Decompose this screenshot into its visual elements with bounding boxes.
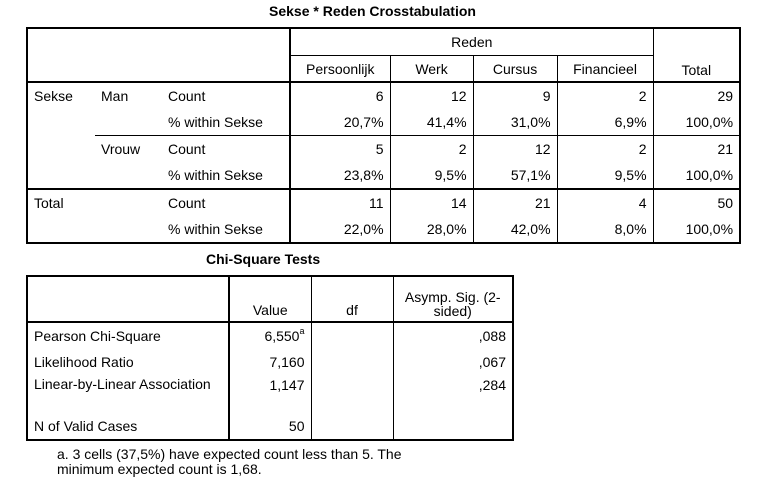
test-sig: ,067: [392, 349, 513, 375]
test-df: [310, 413, 393, 440]
table-cell: 4: [556, 188, 654, 216]
crosstab-table: Reden Total Persoonlijk Werk Cursus Fina…: [26, 27, 742, 244]
table-cell: 9,5%: [389, 162, 474, 189]
chisq-table: Value df Asymp. Sig. (2-sided) Pearson C…: [26, 275, 514, 441]
footnote-marker: a: [299, 326, 305, 336]
test-sig: ,284: [392, 375, 513, 413]
table-cell-total: 100,0%: [652, 109, 741, 136]
table-cell: 23,8%: [289, 162, 391, 189]
group-header: Reden: [289, 28, 654, 56]
row-variable-label: Sekse: [27, 81, 95, 189]
table-cell: 41,4%: [389, 109, 474, 136]
test-value: 50: [228, 413, 311, 440]
table-cell: 31,0%: [472, 109, 558, 136]
total-row-label: Total: [27, 188, 162, 216]
table-cell: 20,7%: [289, 109, 391, 136]
crosstab-title: Sekse * Reden Crosstabulation: [269, 3, 476, 19]
table-cell: 28,0%: [389, 216, 474, 243]
table-cell: 8,0%: [556, 216, 654, 243]
stat-label: Count: [162, 188, 291, 216]
test-label: Pearson Chi-Square: [27, 321, 229, 349]
table-cell: 6,9%: [556, 109, 654, 136]
table-cell: 2: [389, 135, 474, 162]
table-cell-total: 50: [652, 188, 741, 216]
row-group-label: [95, 109, 162, 136]
column-header-df: df: [310, 276, 393, 322]
table-cell: 57,1%: [472, 162, 558, 189]
corner-cell: [27, 28, 290, 82]
test-label: Likelihood Ratio: [34, 354, 134, 370]
footnote: a. 3 cells (37,5%) have expected count l…: [57, 446, 402, 477]
table-cell: 11: [289, 188, 391, 216]
table-cell: 2: [556, 81, 654, 109]
table-cell: 22,0%: [289, 216, 391, 243]
column-header: Financieel: [556, 55, 654, 82]
column-header: Persoonlijk: [289, 55, 391, 82]
column-header: Cursus: [472, 55, 558, 82]
table-cell: 5: [289, 135, 391, 162]
table-cell: 9,5%: [556, 162, 654, 189]
table-cell: 12: [472, 135, 558, 162]
table-cell: 6: [289, 81, 391, 109]
table-cell-total: 29: [652, 81, 741, 109]
test-df: [310, 349, 393, 375]
test-sig: ,088: [392, 321, 513, 349]
table-cell-total: 100,0%: [652, 216, 741, 243]
test-value: 6,550a: [228, 321, 311, 349]
table-cell-total: 21: [652, 135, 741, 162]
test-label: N of Valid Cases: [34, 418, 138, 434]
stat-label: % within Sekse: [168, 221, 263, 237]
stat-label: % within Sekse: [168, 114, 263, 130]
test-label: Linear-by-Linear Association: [34, 376, 211, 392]
table-cell: 21: [472, 188, 558, 216]
corner-cell: [27, 276, 229, 322]
total-row-label: [27, 216, 162, 243]
test-df: [310, 321, 393, 349]
stat-label: Count: [162, 135, 291, 162]
row-group-label: Vrouw: [95, 135, 162, 162]
stat-label: % within Sekse: [168, 167, 263, 183]
test-df: [310, 375, 393, 413]
column-header-value: Value: [228, 276, 311, 322]
test-value: 1,147: [228, 375, 311, 413]
chisq-title: Chi-Square Tests: [206, 251, 321, 267]
row-group-label: Man: [95, 81, 162, 109]
table-cell: 9: [472, 81, 558, 109]
column-header: Werk: [389, 55, 474, 82]
table-cell: 14: [389, 188, 474, 216]
test-value: 7,160: [228, 349, 311, 375]
table-cell: 2: [556, 135, 654, 162]
stat-label: Count: [162, 81, 291, 109]
column-header-sig: Asymp. Sig. (2-sided): [392, 276, 513, 322]
row-group-label: [95, 162, 162, 189]
table-cell: 42,0%: [472, 216, 558, 243]
test-sig: [392, 413, 513, 440]
table-cell-total: 100,0%: [652, 162, 741, 189]
column-header-total: Total: [652, 28, 741, 82]
table-cell: 12: [389, 81, 474, 109]
